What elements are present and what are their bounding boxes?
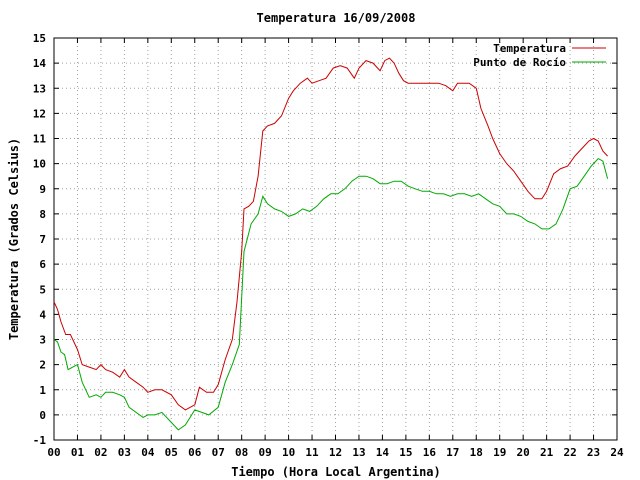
y-tick-label: 7 [39,233,46,246]
y-tick-label: 14 [33,57,47,70]
x-tick-label: 03 [118,446,131,459]
x-tick-label: 00 [47,446,60,459]
y-tick-label: 15 [33,32,46,45]
axis-ticks: 00 01 02 03 04 05 06 07 08 09 10 11 12 13 14 15 16 17 18 19… [33,32,624,459]
x-tick-label: 01 [71,446,85,459]
x-tick-label: 09 [259,446,272,459]
chart-title: Temperatura 16/09/2008 [257,11,416,25]
y-tick-label: 2 [39,359,46,372]
y-tick-label: 0 [39,409,46,422]
y-tick-label: 6 [39,258,46,271]
x-tick-label: 20 [517,446,530,459]
y-tick-label: 13 [33,82,46,95]
x-tick-label: 18 [470,446,483,459]
temperature-line [53,57,608,411]
x-tick-label: 22 [563,446,576,459]
legend-label: Temperatura [493,42,566,55]
y-tick-label: 3 [39,334,46,347]
y-tick-label: 12 [33,107,46,120]
x-tick-label: 07 [212,446,225,459]
x-tick-label: 02 [94,446,107,459]
x-tick-label: 11 [305,446,319,459]
x-tick-label: 19 [493,446,506,459]
x-tick-label: 23 [587,446,600,459]
x-tick-label: 17 [446,446,459,459]
y-tick-label: -1 [33,434,47,447]
y-tick-label: 5 [39,283,46,296]
x-tick-label: 06 [188,446,202,459]
x-tick-label: 16 [423,446,437,459]
x-tick-label: 14 [376,446,390,459]
y-axis-title: Temperatura (Grados Celsius) [7,138,21,340]
y-tick-label: 11 [33,133,47,146]
x-tick-label: 24 [610,446,624,459]
grid-lines [54,38,617,440]
x-tick-label: 21 [540,446,554,459]
y-tick-label: 9 [39,183,46,196]
dew-point-line [53,157,609,431]
legend-label: Punto de Rocío [473,56,566,69]
x-tick-label: 04 [141,446,155,459]
y-tick-label: 1 [39,384,46,397]
y-tick-label: 4 [39,308,46,321]
x-tick-label: 12 [329,446,342,459]
x-tick-label: 13 [352,446,365,459]
x-axis-title: Tiempo (Hora Local Argentina) [231,465,441,479]
x-tick-label: 15 [399,446,412,459]
data-series [53,57,609,431]
x-tick-label: 08 [235,446,248,459]
y-tick-label: 10 [33,158,46,171]
x-tick-label: 10 [282,446,295,459]
x-tick-label: 05 [165,446,178,459]
y-tick-label: 8 [39,208,46,221]
